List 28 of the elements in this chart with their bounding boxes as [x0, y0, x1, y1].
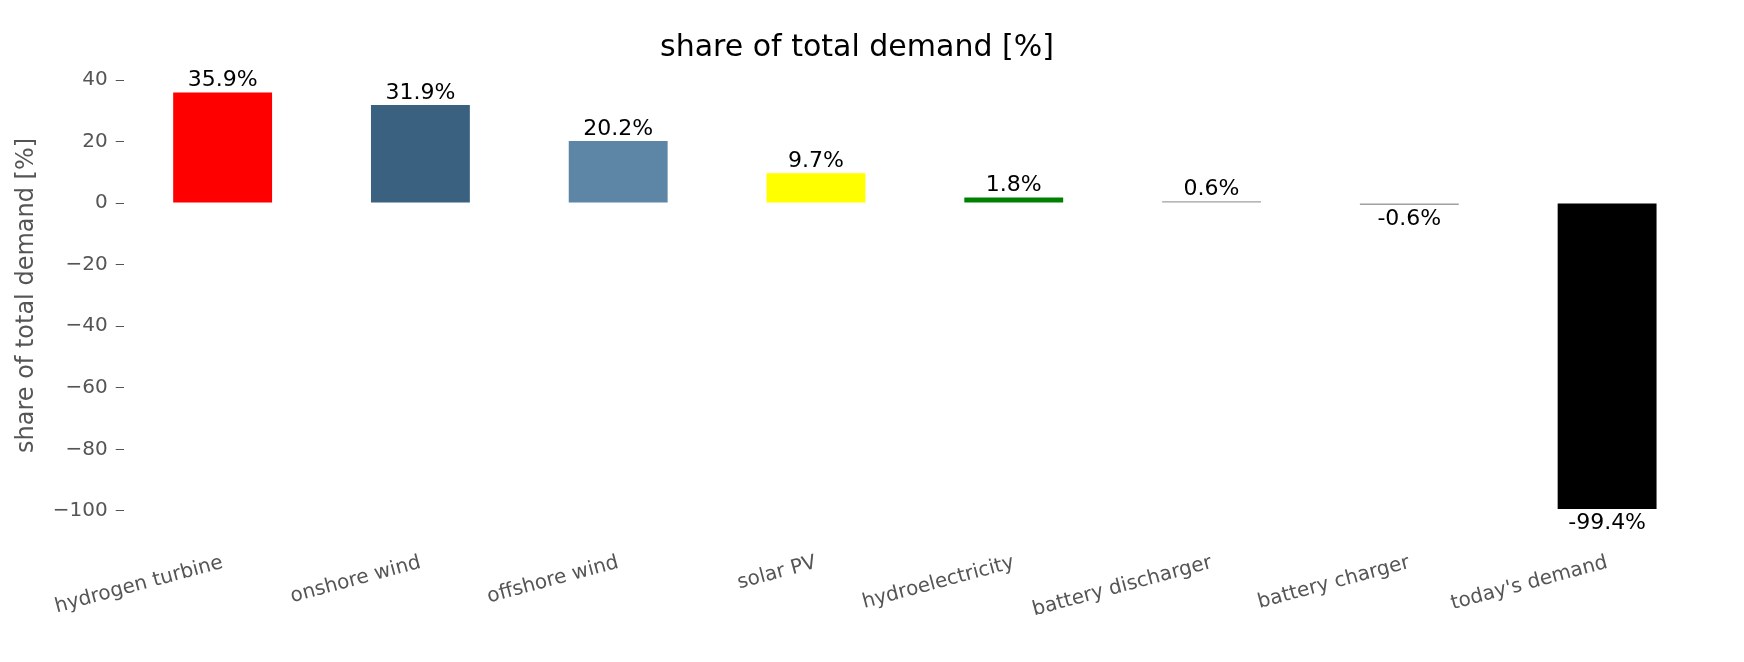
chart-title: share of total demand [%] [660, 27, 1054, 63]
y-axis-title: share of total demand [%] [10, 137, 39, 454]
data-label: 35.9% [187, 66, 258, 92]
x-tick-label: battery charger [1254, 548, 1413, 613]
data-label: 9.7% [788, 146, 844, 172]
bar [568, 140, 668, 203]
y-tick-label: −80 [65, 435, 108, 460]
data-label: 0.6% [1183, 174, 1240, 200]
bar [370, 104, 470, 203]
y-tick-label: −40 [65, 312, 108, 337]
bar [173, 92, 273, 203]
bar [964, 197, 1064, 203]
y-tick-label: 40 [82, 66, 108, 91]
y-tick-label: 20 [82, 127, 108, 152]
y-tick-label: −60 [65, 374, 108, 399]
y-tick-label: 0 [95, 189, 108, 214]
y-tick-label: −20 [65, 250, 108, 275]
data-label: 31.9% [385, 78, 456, 104]
x-tick-label: solar PV [734, 549, 819, 594]
data-label: 1.8% [985, 171, 1042, 197]
x-tick-label: onshore wind [287, 549, 424, 608]
x-tick-label: offshore wind [484, 549, 621, 608]
data-label: -99.4% [1568, 508, 1647, 534]
bar [766, 173, 866, 203]
data-label: 20.2% [583, 114, 654, 140]
y-tick-label: −100 [52, 497, 108, 522]
data-label: -0.6% [1377, 204, 1442, 230]
bar [1557, 203, 1657, 510]
